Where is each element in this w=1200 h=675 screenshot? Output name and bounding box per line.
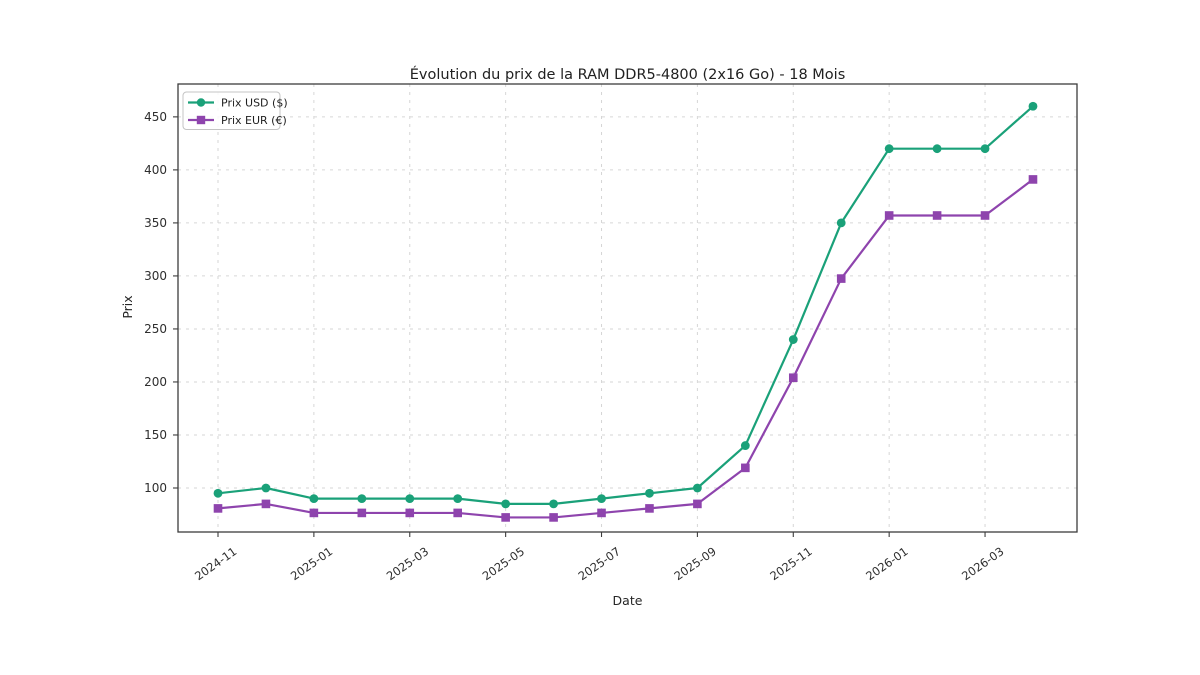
eur-data-point — [884, 211, 894, 220]
plot-border — [177, 83, 1078, 533]
x-tick-label: 2025-01 — [288, 544, 335, 583]
usd-legend-label: Prix USD ($) — [221, 97, 288, 110]
y-tick-label: 100 — [144, 481, 167, 495]
usd-data-point — [980, 144, 990, 154]
y-tick-label: 450 — [144, 110, 167, 124]
y-axis-label: Prix — [120, 295, 135, 318]
usd-data-point — [549, 499, 558, 509]
usd-data-point — [213, 488, 223, 498]
eur-data-point — [549, 513, 558, 522]
eur-data-point — [501, 513, 510, 522]
usd-data-point — [357, 494, 367, 503]
eur-data-point — [788, 373, 798, 383]
usd-data-point — [453, 494, 463, 503]
y-tick-label: 200 — [144, 375, 167, 389]
legend-item-eur: Prix EUR (€) — [188, 114, 287, 127]
eur-legend-label: Prix EUR (€) — [221, 114, 287, 127]
y-tick-label: 150 — [144, 428, 167, 442]
eur-data-point — [1028, 175, 1038, 184]
usd-data-point — [405, 494, 415, 503]
eur-data-point — [213, 504, 223, 513]
usd-data-point — [788, 335, 798, 344]
eur-data-point — [453, 508, 462, 518]
eur-data-point — [693, 499, 702, 509]
x-tick-label: 2025-09 — [671, 544, 718, 583]
eur-data-point — [980, 211, 990, 220]
usd-data-point — [836, 218, 846, 228]
x-tick-label: 2025-05 — [480, 544, 527, 583]
x-axis-label: Date — [613, 593, 643, 608]
eur-data-point — [405, 508, 415, 518]
usd-price-line — [217, 105, 1034, 506]
usd-data-point — [261, 483, 271, 493]
y-tick-label: 300 — [144, 269, 167, 283]
x-tick-label: 2026-01 — [863, 544, 910, 583]
eur-data-point — [836, 274, 846, 283]
x-tick-label: 2025-07 — [576, 544, 623, 583]
x-tick-label: 2025-03 — [384, 544, 431, 583]
eur-data-point — [357, 508, 367, 518]
eur-data-point — [309, 508, 319, 518]
chart-title: Évolution du prix de la RAM DDR5-4800 (2… — [410, 66, 846, 83]
eur-data-point — [741, 463, 750, 473]
usd-legend-marker-icon — [196, 98, 206, 107]
legend-item-usd: Prix USD ($) — [188, 97, 288, 110]
usd-data-point — [1028, 101, 1038, 111]
usd-data-point — [693, 483, 702, 493]
usd-data-point — [501, 499, 511, 509]
x-tick-label: 2025-11 — [767, 544, 814, 583]
eur-data-point — [597, 508, 606, 518]
x-tick-label: 2024-11 — [192, 544, 239, 583]
eur-data-point — [261, 499, 271, 509]
usd-data-point — [932, 144, 942, 154]
usd-data-point — [740, 441, 750, 450]
eur-legend-marker-icon — [196, 115, 206, 125]
eur-price-line — [217, 178, 1034, 519]
series-layer — [213, 101, 1038, 522]
usd-data-point — [645, 488, 654, 498]
gridlines-layer — [178, 84, 1077, 532]
usd-data-point — [884, 144, 894, 154]
x-tick-label: 2026-03 — [959, 544, 1006, 583]
legend: Prix USD ($) Prix EUR (€) — [182, 91, 288, 130]
eur-data-point — [932, 211, 942, 220]
usd-data-point — [597, 494, 606, 503]
usd-data-point — [309, 494, 319, 503]
y-tick-label: 350 — [144, 216, 167, 230]
eur-data-point — [645, 504, 654, 513]
y-tick-label: 250 — [144, 322, 167, 336]
y-tick-label: 400 — [144, 163, 167, 177]
